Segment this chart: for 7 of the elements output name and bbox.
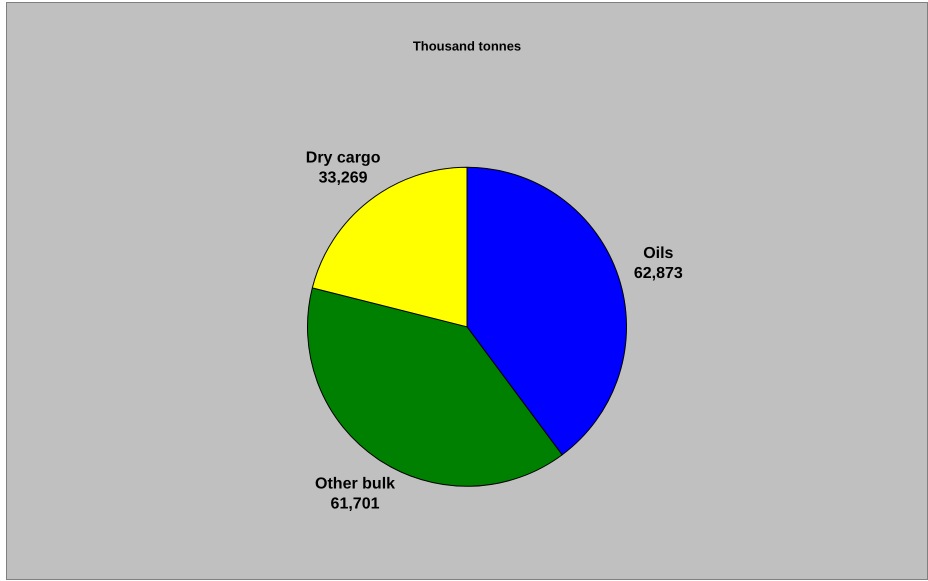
chart-title: Thousand tonnes: [412, 38, 522, 54]
data-label: 33,269: [318, 169, 368, 186]
slice-label: Other bulk: [315, 476, 396, 493]
data-label: 62,873: [634, 264, 683, 282]
slice-label: Oils: [643, 244, 674, 262]
data-label: 61,701: [330, 496, 380, 513]
slice-label: Dry cargo: [306, 149, 381, 166]
